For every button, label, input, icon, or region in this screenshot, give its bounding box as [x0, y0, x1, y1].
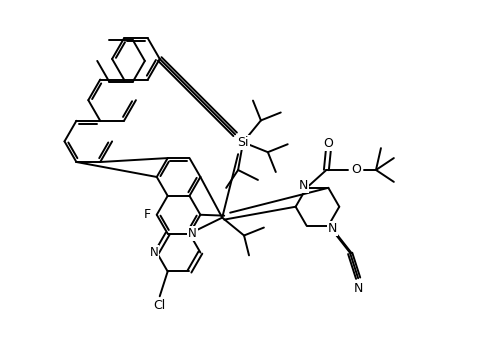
- Text: N: N: [188, 227, 197, 240]
- Polygon shape: [328, 226, 352, 253]
- Text: N: N: [328, 222, 337, 235]
- Text: N: N: [354, 282, 363, 295]
- Text: F: F: [144, 208, 150, 221]
- Text: N: N: [299, 179, 308, 192]
- Text: O: O: [324, 137, 334, 150]
- Text: Si: Si: [238, 136, 249, 149]
- Text: Cl: Cl: [154, 299, 166, 312]
- Text: N: N: [150, 246, 158, 259]
- Text: O: O: [351, 163, 361, 176]
